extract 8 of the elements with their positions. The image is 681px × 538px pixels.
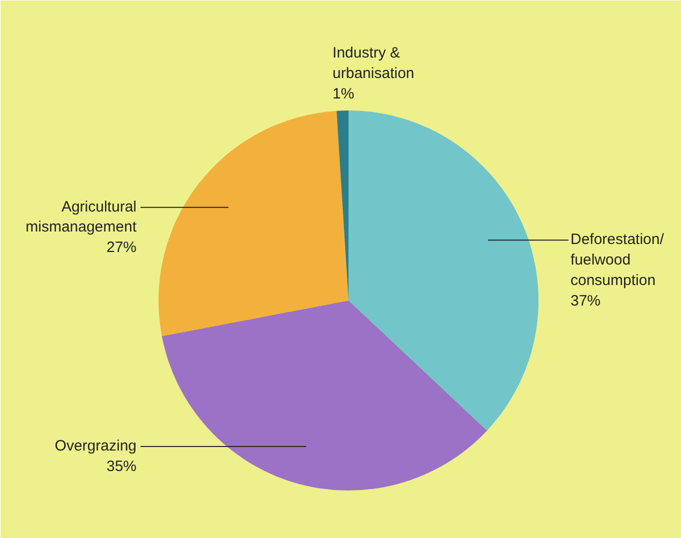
data-label: 35% <box>106 458 137 475</box>
slice-label: Deforestation/ fuelwood consumption <box>570 231 665 289</box>
data-label: 27% <box>106 239 137 256</box>
slice-label: Agricultural mismanagement <box>26 198 138 236</box>
slice-label: Overgrazing <box>54 437 136 454</box>
slice-label: Industry & urbanisation <box>332 44 414 82</box>
data-label: 37% <box>570 292 601 310</box>
data-label: 1% <box>332 86 354 102</box>
